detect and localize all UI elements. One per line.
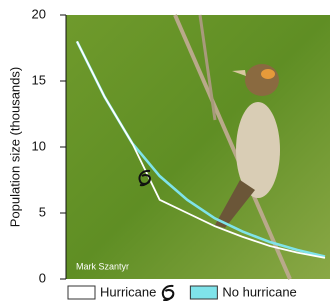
legend: Hurricane No hurricane <box>68 284 297 300</box>
y-tick-label: 0 <box>39 270 46 285</box>
legend-swatch <box>190 286 217 299</box>
y-tick-label: 10 <box>32 138 46 153</box>
legend-label: Hurricane <box>100 284 156 299</box>
legend-label: No hurricane <box>222 284 296 299</box>
y-tick-label: 5 <box>39 204 46 219</box>
hurricane-symbol <box>163 286 174 300</box>
photo-background <box>66 15 330 279</box>
legend-swatch <box>68 286 95 299</box>
chart: Mark Szantyr Population size (thousands)… <box>0 0 330 301</box>
y-tick-label: 15 <box>32 72 46 87</box>
y-tick-label: 20 <box>32 6 46 21</box>
photo-credit: Mark Szantyr <box>76 261 129 271</box>
y-axis-label: Population size (thousands) <box>7 67 22 227</box>
